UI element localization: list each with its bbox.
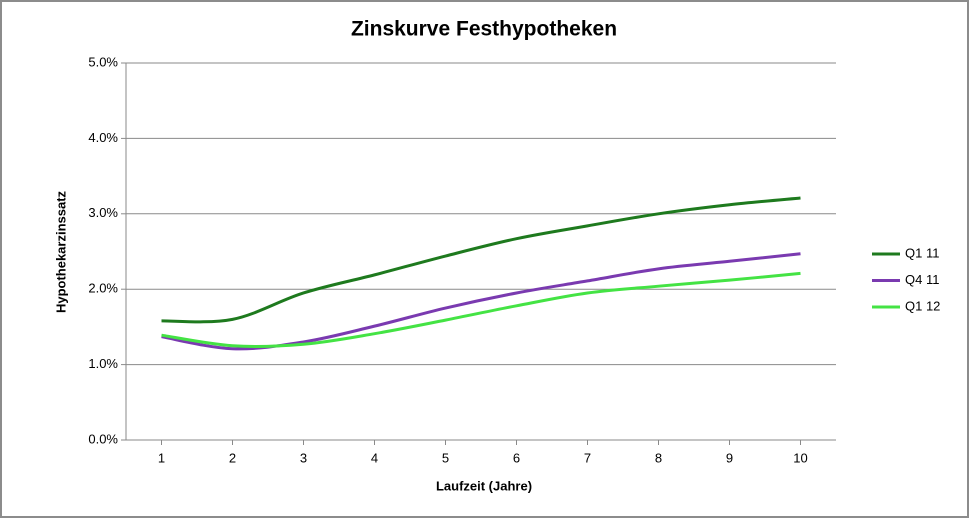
y-tick-label: 1.0% bbox=[88, 356, 118, 371]
x-tick-label: 2 bbox=[229, 450, 236, 465]
chart-title: Zinskurve Festhypotheken bbox=[351, 18, 617, 41]
x-tick-label: 9 bbox=[726, 450, 733, 465]
legend-label: Q1 12 bbox=[905, 298, 940, 313]
x-tick-label: 6 bbox=[513, 450, 520, 465]
x-tick-label: 5 bbox=[442, 450, 449, 465]
x-tick-label: 10 bbox=[793, 450, 807, 465]
x-tick-label: 4 bbox=[371, 450, 378, 465]
y-tick-label: 3.0% bbox=[88, 205, 118, 220]
y-tick-label: 5.0% bbox=[88, 54, 118, 69]
legend-label: Q1 11 bbox=[905, 245, 939, 260]
x-tick-label: 7 bbox=[584, 450, 591, 465]
y-axis-label: Hypothekarzinssatz bbox=[53, 190, 68, 313]
data-line bbox=[161, 196, 801, 324]
y-tick-label: 4.0% bbox=[88, 130, 118, 145]
y-tick-label: 0.0% bbox=[88, 431, 118, 446]
data-line bbox=[161, 271, 801, 348]
x-tick-label: 8 bbox=[655, 450, 662, 465]
legend-label: Q4 11 bbox=[905, 272, 939, 287]
y-tick-label: 2.0% bbox=[88, 281, 118, 296]
x-axis-label: Laufzeit (Jahre) bbox=[436, 478, 532, 493]
x-tick-label: 3 bbox=[300, 450, 307, 465]
x-tick-label: 1 bbox=[158, 450, 165, 465]
